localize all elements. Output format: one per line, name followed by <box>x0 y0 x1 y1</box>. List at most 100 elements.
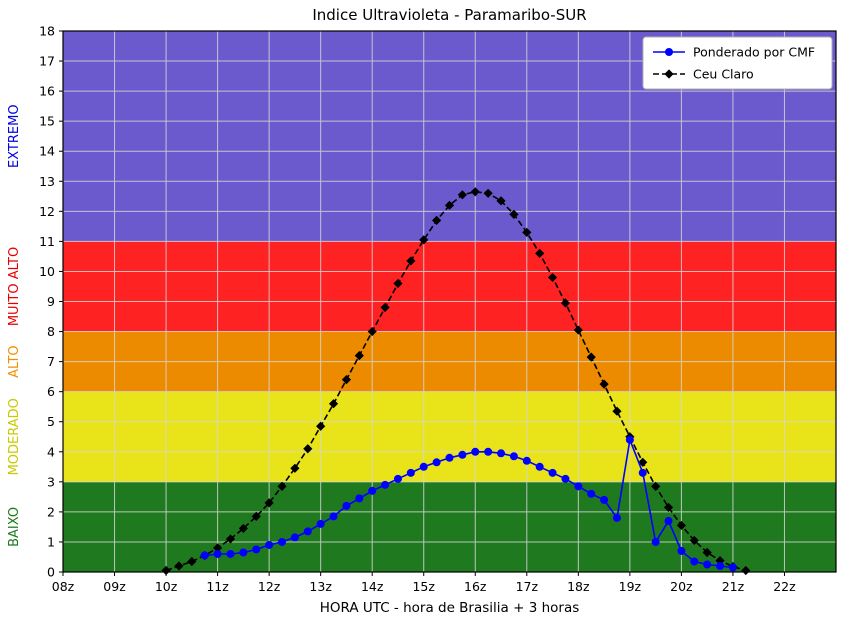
y-tick-label: 5 <box>47 414 55 429</box>
legend-box <box>642 36 833 90</box>
marker-circle <box>716 561 725 570</box>
marker-circle <box>303 527 312 536</box>
marker-circle <box>638 468 647 477</box>
marker-diamond <box>547 272 558 283</box>
marker-diamond <box>393 278 403 289</box>
marker-circle <box>497 449 506 458</box>
marker-diamond <box>264 498 274 508</box>
marker-diamond <box>290 463 300 473</box>
marker-circle <box>561 474 570 483</box>
marker-diamond <box>651 481 661 491</box>
x-tick-label: 22z <box>773 579 796 594</box>
marker-diamond <box>612 406 622 416</box>
x-tick-label: 08z <box>52 579 75 594</box>
marker-diamond <box>509 209 519 219</box>
marker-circle <box>445 453 454 462</box>
marker-diamond <box>367 326 377 337</box>
marker-diamond <box>522 227 532 237</box>
marker-diamond <box>277 481 287 491</box>
marker-diamond <box>457 190 467 200</box>
marker-diamond <box>161 565 171 576</box>
y-tick-label: 6 <box>47 384 55 399</box>
axis-ticks: 08z 09z 10z 11z 12z 13z 14z 15z 16z 17z 18z 19z 20z 2… <box>39 24 796 595</box>
marker-diamond <box>586 352 596 362</box>
marker-circle <box>316 519 325 528</box>
marker-diamond <box>419 235 429 245</box>
band-muito-alto <box>63 241 836 332</box>
y-tick-label: 9 <box>47 294 55 309</box>
legend-marker-diamond <box>664 69 674 79</box>
band-label-baixo: BAIXO <box>7 507 22 547</box>
marker-diamond <box>432 215 442 225</box>
y-tick-label: 2 <box>47 504 55 519</box>
marker-circle <box>381 480 390 489</box>
marker-circle <box>213 549 222 558</box>
marker-circle <box>600 495 609 504</box>
marker-circle <box>252 545 261 554</box>
marker-circle <box>690 557 699 566</box>
y-tick-label: 4 <box>47 444 55 459</box>
band-labels: BAIXO MODERADO ALTO MUITO ALTO EXTREMO <box>7 104 22 546</box>
marker-diamond <box>354 351 364 361</box>
marker-circle <box>574 482 583 491</box>
band-label-muito-alto: MUITO ALTO <box>7 247 22 326</box>
marker-diamond <box>702 547 712 558</box>
x-axis-label: HORA UTC - hora de Brasilia + 3 horas <box>319 600 580 616</box>
x-tick-label: 15z <box>412 579 435 594</box>
marker-circle <box>664 516 673 525</box>
legend-marker-circle <box>665 48 673 56</box>
marker-circle <box>728 563 737 572</box>
marker-diamond <box>251 511 261 521</box>
marker-diamond <box>328 399 339 409</box>
x-tick-label: 14z <box>361 579 384 594</box>
band-label-extremo: EXTREMO <box>7 104 22 168</box>
marker-diamond <box>599 379 609 389</box>
marker-circle <box>342 501 351 510</box>
x-tick-label: 12z <box>258 579 281 594</box>
marker-diamond <box>573 325 583 335</box>
y-tick-label: 18 <box>39 24 55 39</box>
y-tick-label: 7 <box>47 354 55 369</box>
marker-diamond <box>689 535 699 546</box>
marker-diamond <box>663 502 674 512</box>
marker-circle <box>406 468 415 477</box>
marker-circle <box>239 548 248 557</box>
marker-circle <box>290 533 299 542</box>
legend-label: Ceu Claro <box>693 67 754 82</box>
marker-diamond <box>316 421 326 431</box>
y-tick-label: 13 <box>39 174 55 189</box>
marker-diamond <box>303 444 313 454</box>
band-moderado <box>63 391 836 482</box>
marker-diamond <box>535 248 545 259</box>
marker-circle <box>432 458 441 467</box>
y-tick-label: 1 <box>47 534 55 549</box>
marker-diamond <box>238 523 248 534</box>
band-label-alto: ALTO <box>7 345 22 378</box>
marker-circle <box>265 540 274 549</box>
marker-circle <box>226 549 235 558</box>
marker-circle <box>587 489 596 498</box>
marker-diamond <box>380 302 390 313</box>
series-line <box>165 190 747 572</box>
marker-circle <box>548 468 557 477</box>
marker-circle <box>677 546 686 555</box>
marker-circle <box>278 537 287 546</box>
marker-circle <box>651 537 660 546</box>
legend: Ponderado por CMF Ceu Claro <box>642 36 833 90</box>
marker-diamond <box>483 188 493 198</box>
x-tick-label: 21z <box>722 579 745 594</box>
marker-diamond <box>676 520 686 531</box>
marker-diamond <box>741 565 751 576</box>
x-tick-label: 17z <box>516 579 539 594</box>
y-tick-label: 10 <box>39 264 55 279</box>
x-tick-label: 16z <box>464 579 487 594</box>
x-tick-label: 09z <box>103 579 126 594</box>
marker-diamond <box>225 534 236 544</box>
marker-circle <box>509 452 518 461</box>
marker-diamond <box>341 375 352 385</box>
x-tick-label: 13z <box>309 579 332 594</box>
y-tick-label: 0 <box>47 565 55 580</box>
band-label-moderado: MODERADO <box>7 398 22 475</box>
